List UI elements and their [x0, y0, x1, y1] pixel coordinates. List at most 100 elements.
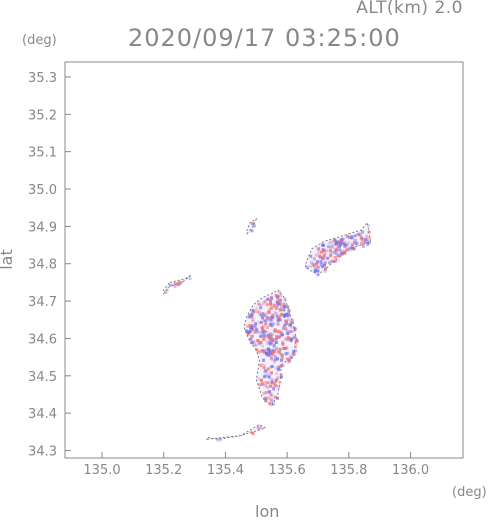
echo-pixel	[289, 356, 293, 360]
echo-pixel	[337, 239, 341, 243]
echo-pixel	[250, 315, 253, 319]
y-tick-label: 35.1	[28, 146, 57, 161]
echo-pixel	[333, 251, 337, 255]
echo-pixel	[245, 329, 248, 333]
echo-pixel	[249, 337, 253, 341]
echo-pixel	[262, 366, 266, 370]
echo-pixel	[363, 240, 367, 244]
echo-pixel	[327, 245, 330, 249]
echo-pixel	[258, 383, 262, 387]
echo-pixel	[256, 310, 259, 314]
echo-pixel	[359, 234, 363, 238]
echo-pixel	[329, 240, 333, 244]
echo-pixel	[359, 236, 363, 240]
echo-pixel	[349, 248, 353, 252]
echo-pixel	[253, 325, 257, 329]
echo-pixel	[250, 327, 254, 331]
echo-pixel	[358, 232, 362, 236]
echo-pixel	[275, 314, 279, 318]
echo-pixel	[293, 335, 297, 339]
echo-pixel	[312, 264, 316, 268]
echo-pixel	[169, 283, 173, 287]
echo-pixel	[265, 325, 269, 329]
echo-pixel	[272, 303, 276, 307]
echo-pixel	[261, 329, 265, 333]
echo-pixel	[259, 363, 263, 367]
echo-pixel	[270, 400, 274, 404]
echo-pixel	[269, 392, 273, 396]
echo-pixel	[319, 261, 323, 265]
x-tick-label: 135.6	[269, 463, 306, 478]
echo-pixel	[270, 306, 274, 310]
echo-pixel	[269, 318, 273, 322]
echo-pixel	[261, 313, 265, 317]
echo-pixel	[289, 355, 293, 359]
echo-pixel	[329, 254, 333, 258]
echo-pixel	[358, 232, 362, 236]
echo-pixel	[339, 240, 343, 244]
echo-pixel	[294, 342, 298, 345]
echo-pixel	[250, 229, 254, 233]
echo-pixel	[269, 302, 272, 306]
echo-pixel	[249, 430, 253, 434]
echo-pixel	[274, 307, 278, 310]
echo-pixel	[270, 341, 274, 345]
echo-pixel	[357, 232, 361, 236]
echo-pixel	[325, 249, 329, 253]
echo-pixel	[268, 401, 271, 405]
echo-pixel	[323, 269, 327, 273]
echo-pixel	[264, 391, 268, 395]
echo-pixel	[343, 240, 347, 244]
echo-pixel	[247, 315, 251, 319]
echo-pixel	[271, 313, 275, 317]
echo-pixel	[278, 381, 282, 385]
echo-pixel	[270, 371, 273, 375]
echo-region	[206, 423, 267, 440]
echo-pixel	[290, 329, 294, 333]
echo-regions	[163, 217, 372, 442]
echo-pixel	[259, 349, 263, 353]
echo-pixel	[262, 318, 266, 322]
echo-pixel	[290, 325, 294, 329]
echo-pixel	[287, 318, 290, 322]
echo-pixel	[351, 246, 355, 250]
echo-pixel	[277, 386, 281, 389]
echo-pixel	[328, 249, 332, 253]
echo-pixel	[274, 384, 278, 388]
echo-pixel	[262, 391, 266, 395]
echo-pixel	[264, 369, 268, 372]
echo-pixel	[365, 234, 369, 238]
echo-pixel	[252, 340, 256, 344]
echo-pixel	[271, 333, 275, 336]
echo-pixel	[263, 350, 267, 354]
echo-pixel	[267, 311, 271, 314]
echo-pixel	[305, 265, 309, 269]
echo-pixel	[340, 238, 344, 242]
echo-pixel	[265, 351, 268, 355]
echo-pixel	[283, 304, 287, 308]
echo-pixel	[270, 297, 274, 301]
echo-pixel	[270, 381, 274, 385]
echo-pixel	[285, 346, 289, 350]
echo-pixel	[282, 326, 285, 330]
echo-pixel	[262, 358, 265, 362]
echo-pixel	[341, 241, 345, 245]
echo-pixel	[269, 322, 273, 326]
echo-pixel	[280, 312, 284, 316]
echo-pixel	[275, 334, 279, 338]
echo-pixel	[253, 330, 257, 334]
echo-pixel	[269, 351, 273, 355]
echo-pixel	[316, 269, 320, 273]
y-tick-label: 34.6	[28, 332, 57, 347]
echo-pixel	[276, 319, 280, 323]
echo-pixel	[267, 375, 271, 379]
echo-pixel	[251, 222, 255, 226]
echo-pixel	[254, 343, 258, 347]
echo-pixel	[253, 309, 257, 313]
echo-pixel	[287, 309, 291, 312]
echo-pixel	[281, 340, 285, 344]
echo-pixel	[320, 250, 323, 254]
echo-pixel	[274, 337, 278, 341]
echo-pixel	[215, 438, 219, 442]
echo-pixel	[165, 288, 169, 292]
